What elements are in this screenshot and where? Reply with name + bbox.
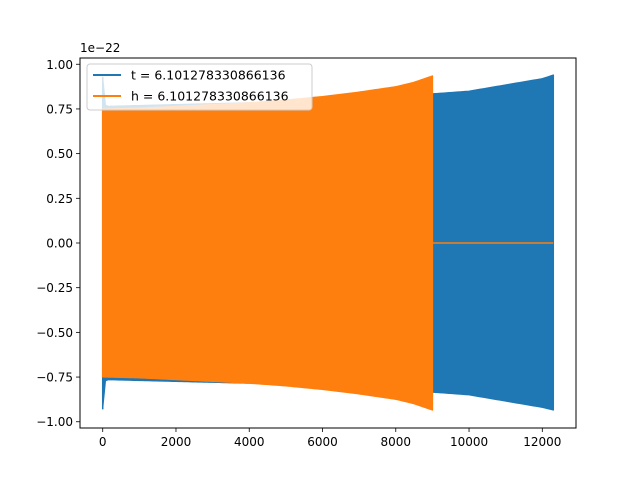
series-layer [101, 74, 555, 411]
y-tick-label: 0.00 [46, 237, 73, 251]
x-tick-label: 4000 [234, 435, 265, 449]
x-tick-label: 10000 [450, 435, 488, 449]
y-tick-label: 0.50 [46, 147, 73, 161]
legend-label-0: t = 6.101278330866136 [131, 68, 286, 83]
x-tick-label: 12000 [523, 435, 561, 449]
x-tick-label: 0 [99, 435, 107, 449]
y-tick-label: −0.25 [36, 281, 73, 295]
legend-label-1: h = 6.101278330866136 [131, 89, 289, 104]
x-tick-label: 8000 [380, 435, 411, 449]
y-tick-label: −1.00 [36, 415, 73, 429]
legend: t = 6.101278330866136 h = 6.1012783308661… [86, 63, 313, 111]
x-tick-label: 6000 [307, 435, 338, 449]
y-tick-label: 0.75 [46, 102, 73, 116]
y-tick-label: 0.25 [46, 192, 73, 206]
x-axis: 0 2000 4000 6000 8000 10000 12000 [99, 428, 561, 449]
y-tick-label: −0.50 [36, 326, 73, 340]
offset-text: 1e−22 [80, 41, 120, 55]
legend-box [86, 63, 313, 111]
series-1-envelope [102, 75, 433, 411]
y-axis: −1.00 −0.75 −0.50 −0.25 0.00 0.25 0.50 0.75 1.00 [36, 58, 80, 429]
x-tick-label: 2000 [161, 435, 192, 449]
y-tick-label: 1.00 [46, 58, 73, 72]
y-tick-label: −0.75 [36, 371, 73, 385]
